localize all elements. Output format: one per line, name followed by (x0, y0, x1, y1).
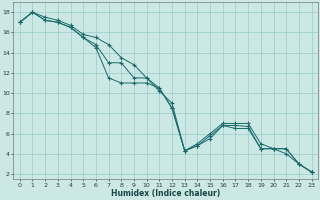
X-axis label: Humidex (Indice chaleur): Humidex (Indice chaleur) (111, 189, 220, 198)
